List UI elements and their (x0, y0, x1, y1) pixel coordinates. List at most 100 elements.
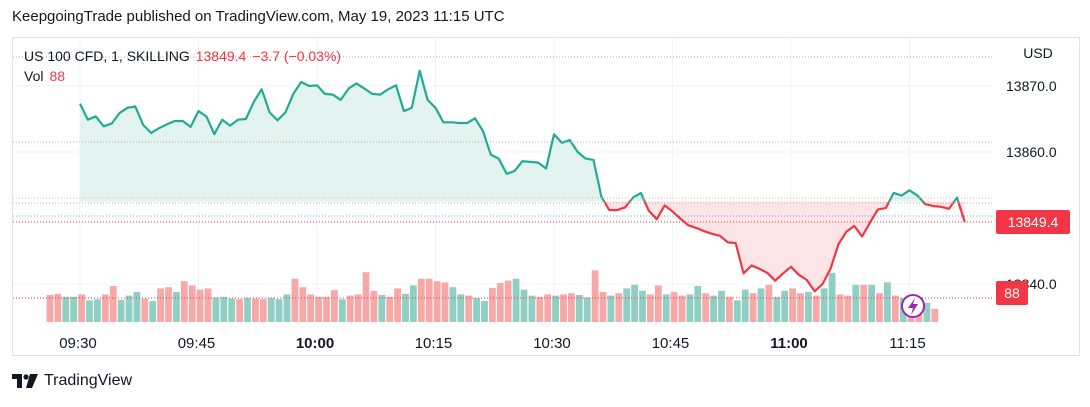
volume-bar (686, 294, 694, 322)
volume-bar (378, 295, 386, 322)
volume-bar (449, 287, 457, 322)
x-tick-label: 11:15 (889, 335, 925, 352)
last-price-badge-text: 13849.4 (1008, 214, 1059, 230)
symbol-label[interactable]: US 100 CFD, 1, SKILLING (24, 48, 190, 64)
volume-bar (765, 284, 773, 322)
currency-label: USD (1023, 45, 1053, 61)
price-line-down (643, 200, 891, 293)
volume-bar (615, 293, 623, 322)
volume-bar (370, 290, 378, 322)
volume-bar (749, 293, 757, 322)
price-line-down (603, 200, 631, 212)
area-fill-above (80, 70, 605, 202)
volume-bar (702, 293, 710, 322)
price-labels: 13849.4 88 (996, 209, 1070, 305)
volume-bar (433, 281, 441, 322)
price-line-up (79, 69, 606, 203)
volume-bar (86, 300, 93, 322)
volume-bar (204, 288, 212, 322)
area-fill-below (958, 201, 965, 222)
chart-frame[interactable] (12, 37, 1080, 356)
y-tick-label: 13860.0 (1006, 144, 1057, 160)
y-tick-label: 13870.0 (1006, 78, 1057, 94)
price-line-down (957, 201, 966, 223)
volume-bar (307, 294, 315, 322)
area-fill-above (889, 190, 923, 202)
volume-bar (212, 297, 220, 322)
volume-bar (583, 297, 591, 322)
volume-bar (852, 284, 860, 322)
volume-bar (805, 292, 812, 322)
volume-bar (299, 287, 307, 322)
volume-bar (244, 298, 251, 322)
volume-bar (520, 289, 528, 322)
price-line-up (953, 196, 960, 203)
area-fills (80, 70, 965, 292)
volume-bar (362, 272, 370, 322)
volume-bar (165, 287, 172, 322)
volume-bar (323, 296, 330, 322)
volume-bar (718, 290, 725, 322)
price-line (79, 69, 966, 293)
lightning-icon[interactable] (901, 294, 925, 318)
publisher-header: KeepgoingTrade published on TradingView.… (12, 8, 505, 25)
volume-bar (496, 283, 504, 322)
volume-bar (117, 299, 125, 322)
volume-bar (338, 299, 346, 322)
x-tick-label: 10:30 (533, 335, 571, 352)
reference-lines (13, 56, 993, 299)
x-tick-label: 09:45 (178, 335, 216, 352)
volume-bar (678, 295, 686, 322)
volume-bar (259, 299, 267, 322)
volume-label[interactable]: Vol (24, 68, 44, 84)
x-tick-label: 09:30 (59, 335, 97, 352)
tradingview-logo[interactable]: TradingView (12, 372, 132, 390)
volume-bar (876, 293, 883, 322)
volume-bar (457, 294, 465, 322)
volume-bar (504, 280, 512, 322)
last-price: 13849.4 (195, 48, 247, 64)
volume-bar (410, 285, 417, 322)
volume-bar (647, 294, 654, 322)
price-line-down (922, 200, 956, 210)
volume-bar (528, 295, 536, 322)
volume-bar (631, 284, 638, 322)
volume-bar (489, 287, 496, 322)
volume-bar (267, 298, 275, 322)
volume-bar (54, 293, 62, 322)
volume-bar (560, 294, 567, 322)
volume-bar (662, 294, 670, 322)
volume-bar (465, 295, 473, 322)
volume-bar (812, 295, 820, 322)
volume-bar (101, 294, 109, 322)
volume-bar (544, 294, 552, 322)
volume-bar (133, 292, 141, 322)
x-tick-label: 10:45 (652, 335, 690, 352)
last-price-badge (996, 209, 1070, 234)
volume-badge (996, 281, 1028, 305)
volume-bar (173, 292, 180, 322)
volume-bar (789, 288, 796, 322)
volume-bar (836, 294, 844, 322)
volume-bar (291, 278, 299, 322)
volume-bar (481, 301, 488, 322)
tradingview-brand: TradingView (44, 372, 133, 389)
volume-bar (315, 296, 322, 322)
volume-bar (252, 298, 259, 322)
volume-bar (512, 278, 520, 322)
volume-bar (417, 278, 425, 322)
volume-bar (402, 293, 409, 322)
volume-bar (196, 289, 204, 322)
price-change: −3.7 (−0.03%) (252, 48, 342, 64)
x-tick-label: 11:00 (770, 335, 808, 352)
volume-bar (828, 272, 836, 322)
x-axis: 09:30 09:45 10:00 10:15 10:30 10:45 11:00 11:15 (59, 335, 925, 352)
volume-badge-text: 88 (1004, 285, 1020, 301)
volume-bar (536, 296, 544, 322)
volume-bar (46, 295, 54, 322)
volume-bar (599, 292, 607, 322)
volume-value: 88 (49, 68, 66, 84)
volume-bar (188, 285, 196, 322)
